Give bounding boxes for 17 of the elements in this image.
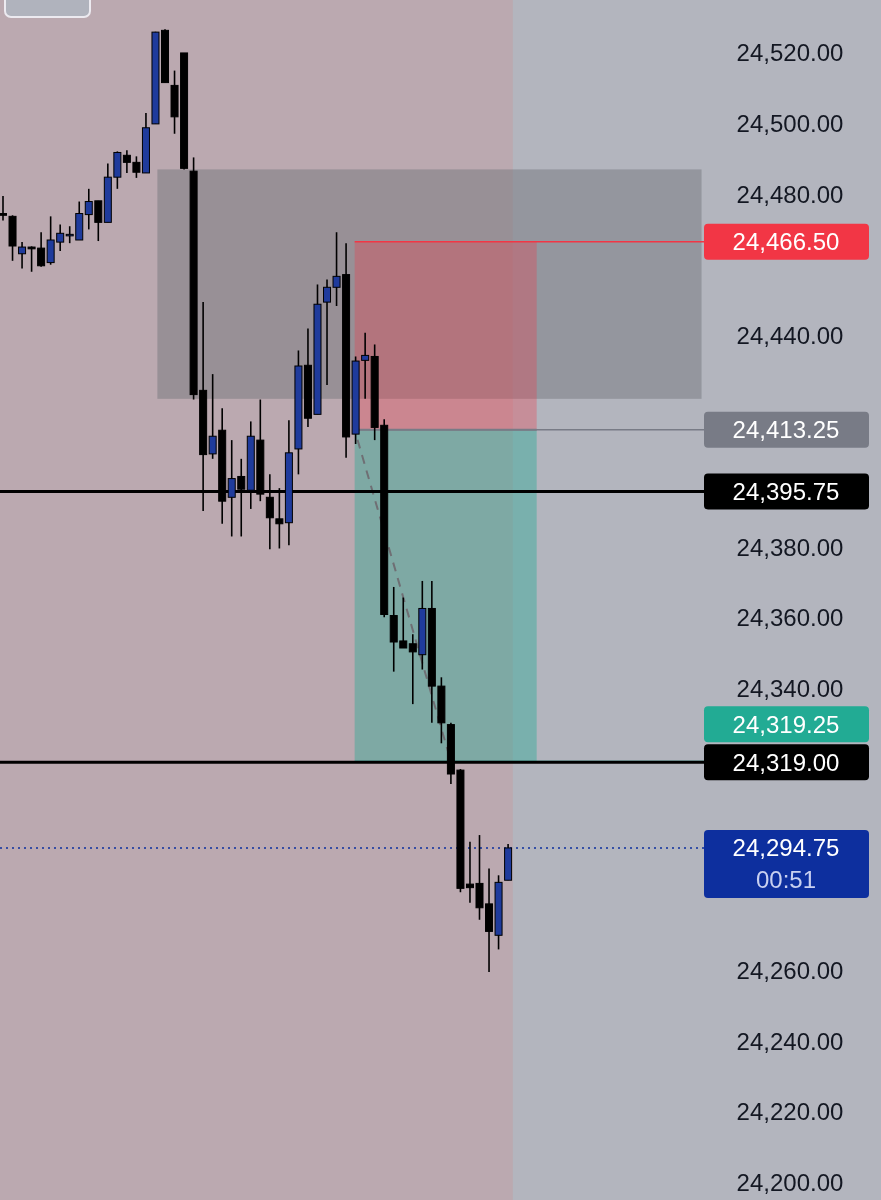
y-tick-label: 24,360.00 bbox=[736, 604, 844, 632]
y-tick-label: 24,520.00 bbox=[736, 39, 844, 67]
ref-line-label: 24,294.75 00:51 bbox=[732, 834, 840, 894]
y-tick-label: 24,340.00 bbox=[736, 674, 844, 702]
y-tick-label: 24,380.00 bbox=[736, 533, 844, 561]
ref-line-label: 24,319.25 bbox=[732, 710, 840, 738]
y-tick-label: 24,260.00 bbox=[736, 957, 844, 985]
ref-line-label: 24,413.25 bbox=[732, 416, 840, 444]
ref-line-label: 24,319.00 bbox=[732, 748, 840, 776]
ref-line-label: 24,395.75 bbox=[732, 477, 840, 505]
y-tick-label: 24,480.00 bbox=[736, 180, 844, 208]
y-tick-label: 24,220.00 bbox=[736, 1098, 844, 1126]
y-tick-label: 24,240.00 bbox=[736, 1027, 844, 1055]
ref-line-label: 24,466.50 bbox=[732, 228, 840, 256]
y-tick-label: 24,200.00 bbox=[736, 1168, 844, 1196]
y-tick-label: 24,500.00 bbox=[736, 110, 844, 138]
y-tick-label: 24,440.00 bbox=[736, 321, 844, 349]
